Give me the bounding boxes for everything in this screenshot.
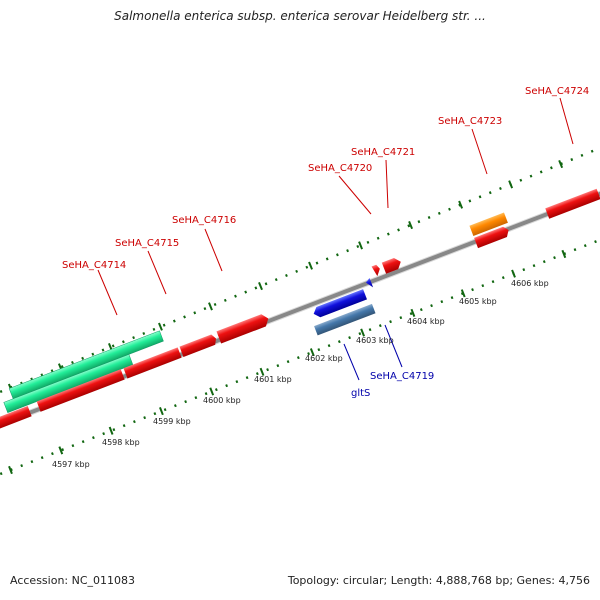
ruler-tick [558, 159, 564, 169]
tick-label: 4603 kbp [356, 336, 394, 345]
ruler-tick [410, 308, 416, 318]
gene-feature-red[interactable] [371, 264, 382, 277]
ruler-tick [358, 241, 363, 250]
tick-label: 4605 kbp [459, 297, 497, 306]
ruler-tick [208, 302, 213, 311]
tick-label: 4598 kbp [102, 438, 140, 447]
gene-label: SeHA_C4714 [62, 260, 126, 271]
gene-feature-red[interactable] [545, 188, 600, 219]
ruler-tick [308, 261, 313, 270]
gene-feature-steel[interactable] [314, 303, 376, 336]
tick-label: 4604 kbp [407, 317, 445, 326]
gene-label: SeHA_C4716 [172, 215, 236, 226]
ruler-tick [58, 446, 64, 455]
tick-labels: 4597 kbp 4598 kbp 4599 kbp 4600 kbp 4601… [52, 279, 549, 469]
ruler-tick [460, 289, 466, 298]
gene-label: SeHA_C4720 [308, 163, 372, 174]
ruler-tick [408, 220, 414, 230]
gene-feature-red[interactable] [381, 256, 403, 274]
gene-label: gltS [351, 388, 370, 399]
tick-label: 4597 kbp [52, 460, 90, 469]
gene-feature-red[interactable] [179, 333, 218, 357]
gene-feature-red[interactable] [123, 347, 182, 379]
ruler-tick [108, 426, 114, 435]
tick-label: 4599 kbp [153, 417, 191, 426]
gene-feature-green[interactable] [8, 330, 164, 400]
ruler-tick [561, 249, 567, 259]
ruler-tick [158, 322, 163, 331]
ruler-tick [209, 387, 215, 396]
ruler-tick [360, 328, 366, 337]
gene-feature-red[interactable] [0, 406, 32, 431]
ruler-tick [511, 269, 516, 278]
ruler-tick [508, 180, 514, 189]
tick-label: 4600 kbp [203, 396, 241, 405]
ruler-tick [259, 367, 265, 376]
gene-feature-blue[interactable] [312, 289, 367, 319]
ruler-major-ticks [7, 159, 567, 475]
topology-label: Topology: circular; Length: 4,888,768 bp… [287, 574, 590, 587]
ruler-tick [458, 200, 464, 209]
gene-feature-blue-small[interactable] [365, 278, 374, 289]
ruler-tick [258, 281, 263, 291]
ruler-lower [0, 238, 600, 476]
tick-label: 4601 kbp [254, 375, 292, 384]
gene-label: SeHA_C4723 [438, 116, 502, 127]
tick-label: 4602 kbp [305, 354, 343, 363]
gene-labels-forward: SeHA_C4714 SeHA_C4715 SeHA_C4716 SeHA_C4… [62, 86, 589, 271]
accession-label: Accession: NC_011083 [10, 574, 136, 587]
gene-feature-orange[interactable] [469, 212, 508, 237]
gene-labels-reverse: gltS SeHA_C4719 [351, 371, 434, 399]
gene-label: SeHA_C4719 [370, 371, 434, 382]
gene-feature-red[interactable] [216, 312, 270, 344]
gene-label: SeHA_C4715 [115, 238, 179, 249]
gene-label: SeHA_C4724 [525, 86, 589, 97]
tick-label: 4606 kbp [511, 279, 549, 288]
ruler-tick [8, 465, 13, 475]
gene-feature-red[interactable] [36, 369, 125, 412]
ruler-upper [0, 146, 600, 394]
ruler-tick [159, 407, 164, 416]
ruler-tick [309, 348, 315, 357]
forward-strand-features [0, 188, 600, 431]
gene-label: SeHA_C4721 [351, 147, 415, 158]
reverse-strand-features [312, 278, 376, 336]
label-leaders [97, 97, 574, 381]
gene-feature-red[interactable] [474, 225, 511, 249]
map-title: Salmonella enterica subsp. enterica sero… [114, 9, 486, 23]
